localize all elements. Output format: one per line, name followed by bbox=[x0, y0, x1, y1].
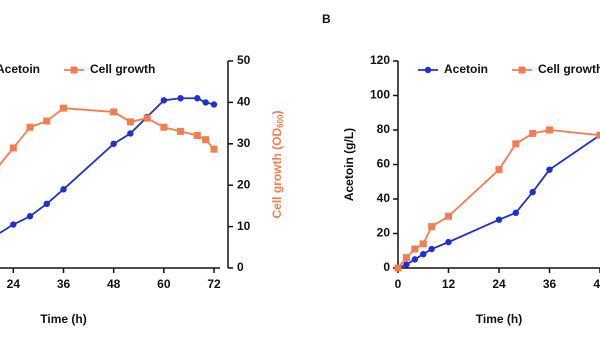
point bbox=[9, 144, 17, 152]
y-tick-label: 60 bbox=[377, 157, 391, 171]
point bbox=[160, 123, 168, 131]
point bbox=[445, 212, 452, 220]
point bbox=[110, 140, 117, 147]
y2-axis-label-part: Cell growth (OD bbox=[270, 128, 284, 219]
point bbox=[495, 166, 503, 174]
point bbox=[10, 221, 17, 228]
y-tick-label: 80 bbox=[377, 122, 391, 136]
point bbox=[193, 132, 201, 140]
panel: A0122436486072Time (h)Acetoin (g/L)01020… bbox=[0, 53, 285, 326]
point bbox=[428, 245, 435, 253]
y2-tick-label: 10 bbox=[237, 219, 251, 233]
point bbox=[202, 99, 209, 106]
legend-marker bbox=[70, 66, 78, 74]
x-tick-label: 48 bbox=[593, 277, 600, 291]
point bbox=[194, 95, 201, 102]
point bbox=[127, 130, 134, 137]
point bbox=[411, 245, 419, 253]
point bbox=[202, 136, 210, 144]
point bbox=[177, 127, 185, 135]
point bbox=[428, 223, 436, 231]
panel-label: B bbox=[322, 12, 331, 26]
legend-label: Acetoin bbox=[444, 62, 488, 76]
point bbox=[43, 200, 50, 208]
point bbox=[110, 108, 118, 116]
point bbox=[512, 140, 520, 148]
series-line bbox=[397, 134, 600, 269]
point bbox=[411, 256, 419, 263]
x-tick-label: 72 bbox=[207, 277, 221, 291]
series-line bbox=[397, 129, 600, 269]
point bbox=[394, 264, 402, 272]
point bbox=[210, 145, 218, 153]
y-tick-label: 0 bbox=[383, 260, 390, 274]
x-tick-label: 48 bbox=[107, 277, 121, 291]
y-tick-label: 20 bbox=[377, 226, 391, 240]
point bbox=[445, 238, 452, 246]
y-tick-label: 100 bbox=[370, 88, 390, 102]
point bbox=[143, 114, 151, 122]
y2-tick-label: 0 bbox=[237, 260, 244, 274]
point bbox=[177, 95, 184, 102]
y2-tick-label: 30 bbox=[237, 136, 251, 150]
legend-marker bbox=[424, 66, 432, 74]
point bbox=[403, 261, 410, 268]
y2-tick-label: 50 bbox=[237, 53, 251, 67]
point bbox=[529, 129, 537, 137]
point bbox=[529, 188, 536, 196]
legend-marker bbox=[518, 66, 526, 74]
x-axis-label: Time (h) bbox=[40, 312, 86, 326]
point bbox=[26, 123, 34, 131]
legend-label: Cell growth bbox=[90, 62, 155, 76]
x-tick-label: 36 bbox=[57, 277, 71, 291]
y-tick-label: 120 bbox=[370, 53, 390, 67]
y2-axis-label-part: ) bbox=[270, 110, 284, 114]
x-axis-label: Time (h) bbox=[476, 312, 522, 326]
point bbox=[419, 240, 427, 248]
point bbox=[43, 117, 51, 125]
panel: B 0 12 24 36 48 Time (h) 0 20 40 60 80 100 120 Acetoin… bbox=[322, 12, 600, 326]
point bbox=[495, 216, 503, 223]
y2-axis-label-part: 600 bbox=[276, 114, 285, 128]
point bbox=[420, 251, 427, 258]
legend-label: Cell growth bbox=[538, 62, 600, 76]
point bbox=[126, 118, 134, 126]
point bbox=[60, 104, 67, 112]
y-axis-label: Acetoin (g/L) bbox=[342, 128, 356, 201]
x-tick-label: 0 bbox=[395, 277, 402, 291]
point bbox=[546, 166, 553, 173]
x-tick-label: 24 bbox=[492, 277, 506, 291]
y2-axis-label: Cell growth (OD600) bbox=[270, 110, 285, 218]
x-tick-label: 60 bbox=[157, 277, 171, 291]
point bbox=[26, 213, 34, 220]
x-tick-label: 12 bbox=[442, 277, 456, 291]
point bbox=[546, 126, 553, 134]
point bbox=[210, 101, 218, 108]
point bbox=[402, 254, 410, 262]
point bbox=[596, 131, 600, 139]
point bbox=[160, 97, 168, 104]
point bbox=[512, 209, 520, 216]
x-tick-label: 36 bbox=[543, 277, 557, 291]
x-tick-label: 24 bbox=[7, 277, 21, 291]
y2-tick-label: 40 bbox=[237, 95, 251, 109]
point bbox=[60, 186, 67, 193]
y2-tick-label: 20 bbox=[237, 177, 251, 191]
legend-label: Acetoin bbox=[0, 62, 40, 76]
series-line bbox=[0, 97, 215, 234]
y-tick-label: 40 bbox=[377, 191, 391, 205]
